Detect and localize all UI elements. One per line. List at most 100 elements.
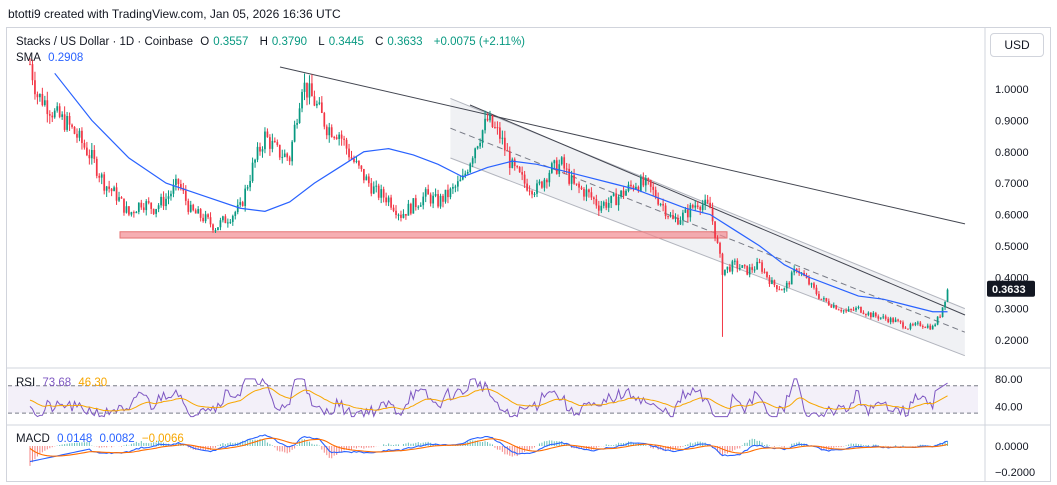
candle-body xyxy=(590,192,593,198)
candle-body xyxy=(118,197,120,201)
candle-body xyxy=(595,199,598,206)
candle-body xyxy=(108,186,111,189)
candle-body xyxy=(256,146,259,160)
candle-body xyxy=(372,186,375,194)
candle-body xyxy=(931,326,934,330)
candle-body xyxy=(518,166,521,173)
candle-body xyxy=(281,156,284,158)
candle-body xyxy=(929,325,932,330)
candle-body xyxy=(491,115,494,127)
candle-body xyxy=(602,202,605,206)
candle-body xyxy=(128,206,130,215)
candle-body xyxy=(659,204,662,206)
candle-body xyxy=(738,267,741,269)
candle-body xyxy=(313,96,316,106)
candle-body xyxy=(348,148,350,158)
candle-body xyxy=(503,137,506,151)
candle-body xyxy=(172,185,175,194)
candle-body xyxy=(56,106,59,111)
symbol-name[interactable]: Stacks / US Dollar · 1D · Coinbase xyxy=(16,36,194,48)
candle-body xyxy=(380,189,383,198)
candle-body xyxy=(105,186,108,191)
candle-body xyxy=(546,179,548,183)
candle-body xyxy=(400,214,402,218)
candle-body xyxy=(199,209,202,218)
candle-body xyxy=(815,287,818,294)
candle-body xyxy=(899,320,902,323)
candle-body xyxy=(293,124,296,142)
candle-body xyxy=(736,260,739,269)
candle-body xyxy=(741,265,744,268)
candle-body xyxy=(823,298,825,300)
candle-body xyxy=(46,100,49,115)
candle-body xyxy=(390,197,392,208)
candle-body xyxy=(684,209,687,213)
candle-body xyxy=(150,202,153,209)
macd-legend[interactable]: MACD 0.0148 0.0082 −0.0066 xyxy=(16,433,188,445)
candle-body xyxy=(207,214,209,218)
candle-body xyxy=(699,207,702,210)
candle-body xyxy=(343,138,345,140)
candle-body xyxy=(454,186,457,188)
candle-body xyxy=(244,188,247,206)
candle-body xyxy=(298,108,301,123)
candle-body xyxy=(301,91,303,109)
candle-body xyxy=(837,309,840,311)
candle-body xyxy=(202,217,204,222)
candle-body xyxy=(145,201,148,211)
candle-body xyxy=(246,187,249,189)
candle-body xyxy=(333,137,336,139)
candle-body xyxy=(98,175,101,178)
candle-body xyxy=(612,193,615,196)
candle-body xyxy=(123,198,125,213)
currency-button[interactable]: USD xyxy=(990,33,1044,57)
candle-body xyxy=(674,217,677,219)
candle-body xyxy=(229,221,232,223)
candle-body xyxy=(758,261,761,263)
candle-body xyxy=(694,205,697,208)
candle-body xyxy=(125,206,128,213)
macd-signal-line xyxy=(29,437,948,457)
candle-body xyxy=(780,289,783,291)
sma-legend[interactable]: SMA 0.2908 xyxy=(16,52,87,64)
macd-label: MACD xyxy=(16,433,50,445)
candle-body xyxy=(170,193,172,197)
candle-body xyxy=(29,63,31,65)
candle-body xyxy=(311,83,313,97)
candle-body xyxy=(578,183,580,188)
candle-body xyxy=(219,220,222,228)
candle-body xyxy=(424,189,427,197)
candle-body xyxy=(303,82,306,92)
candle-body xyxy=(249,181,251,188)
candle-body xyxy=(449,188,452,198)
candle-body xyxy=(832,305,835,308)
candle-body xyxy=(696,205,699,208)
candle-body xyxy=(669,214,672,217)
candle-body xyxy=(187,200,190,212)
candle-body xyxy=(308,83,311,98)
candle-body xyxy=(409,203,412,214)
candle-body xyxy=(862,312,865,315)
rsi-ma-line xyxy=(29,387,948,412)
candle-body xyxy=(872,312,875,318)
candle-body xyxy=(432,195,434,204)
candle-body xyxy=(936,316,939,325)
candle-body xyxy=(620,190,622,197)
candle-body xyxy=(71,124,73,127)
candle-body xyxy=(325,126,328,136)
rsi-legend[interactable]: RSI 73.68 46.30 xyxy=(16,377,111,389)
candle-body xyxy=(402,213,405,218)
candle-body xyxy=(51,115,54,118)
candle-body xyxy=(916,322,919,324)
candle-body xyxy=(689,205,692,218)
candle-body xyxy=(385,197,387,203)
candle-body xyxy=(36,94,39,98)
candle-body xyxy=(76,133,78,138)
candle-body xyxy=(622,190,625,196)
candle-body xyxy=(370,183,373,194)
candle-body xyxy=(664,205,667,217)
candle-body xyxy=(825,298,828,302)
candle-body xyxy=(93,150,96,159)
candle-body xyxy=(365,176,368,181)
